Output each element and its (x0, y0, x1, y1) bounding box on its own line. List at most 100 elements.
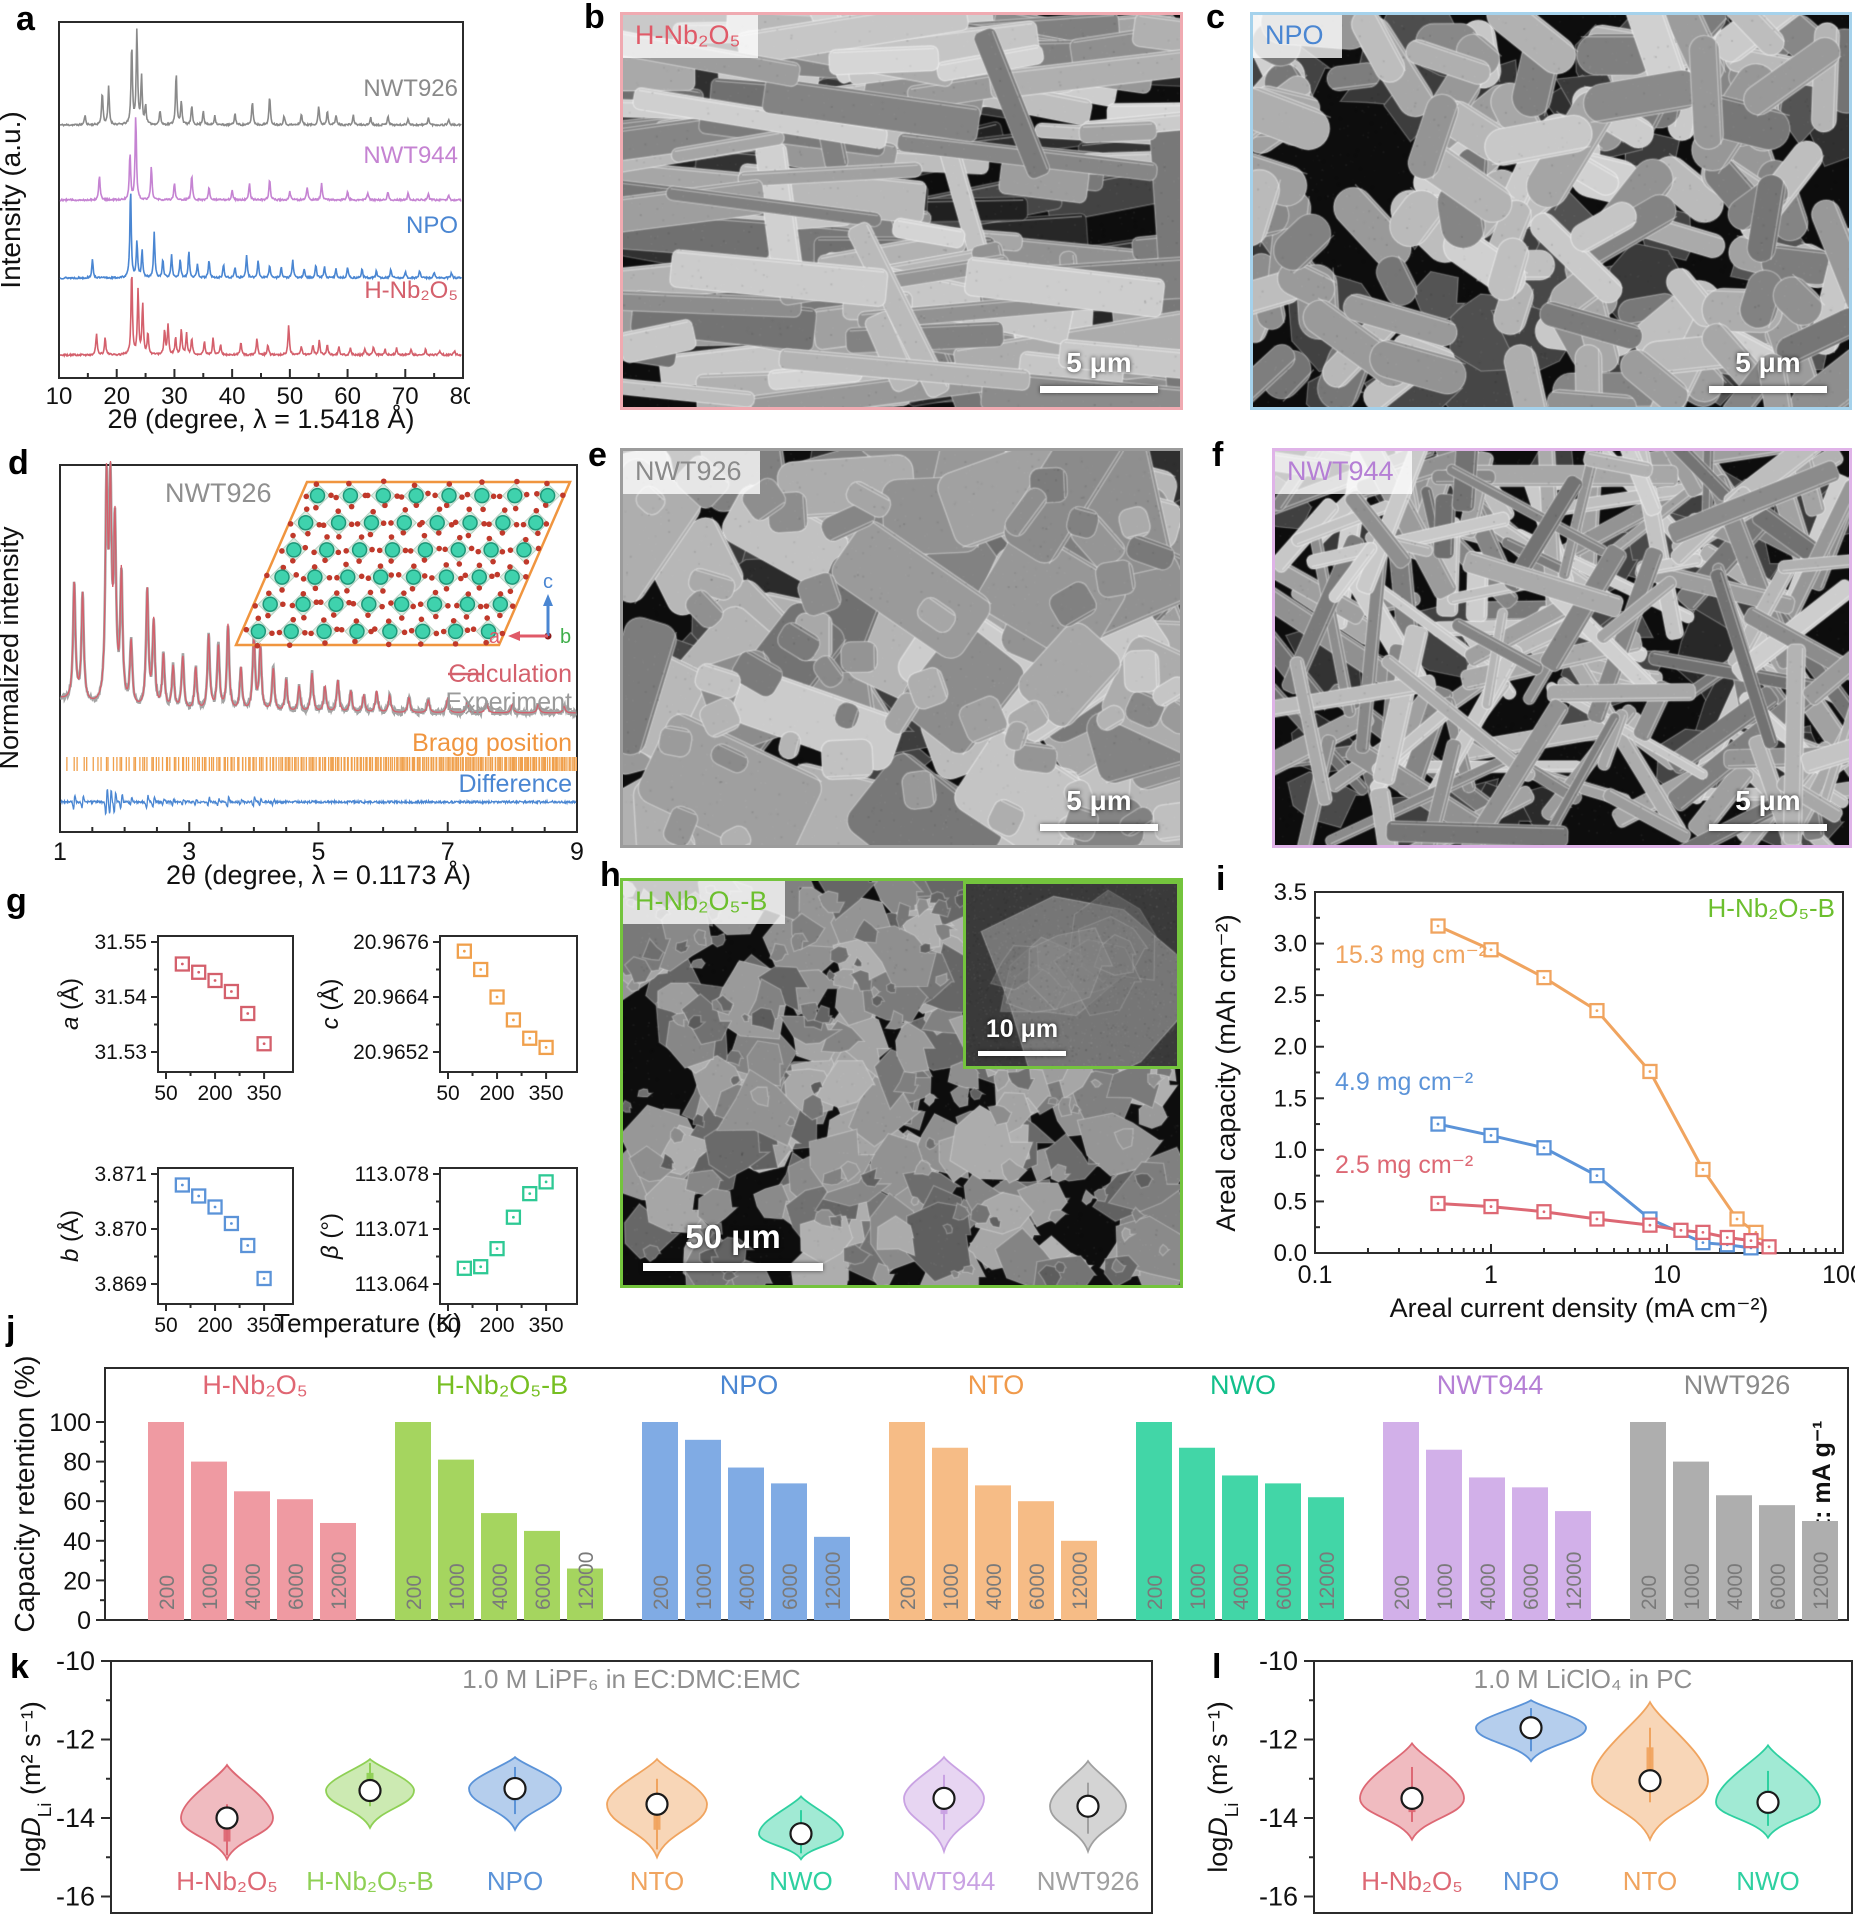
svg-text:350: 350 (529, 1082, 564, 1105)
svg-text:3.0: 3.0 (1274, 931, 1307, 958)
scale-bar-line (1709, 386, 1827, 393)
svg-text:12000: 12000 (1316, 1552, 1339, 1610)
sem-inset-micrograph (966, 884, 1177, 1066)
svg-text:NPO: NPO (1503, 1866, 1559, 1896)
svg-text:10: 10 (1653, 1261, 1681, 1289)
sem-sample-label: NWT926 (623, 451, 760, 494)
svg-text:2θ (degree, λ = 0.1173 Å): 2θ (degree, λ = 0.1173 Å) (166, 859, 471, 890)
svg-text:50: 50 (436, 1082, 459, 1105)
svg-text:1.5: 1.5 (1274, 1085, 1307, 1112)
svg-text:20: 20 (63, 1567, 91, 1595)
svg-text:-12: -12 (56, 1725, 95, 1755)
svg-text:12000: 12000 (822, 1552, 845, 1610)
xrd-patterns-chart: 10 20 30 40 50 60 70 80 2θ (degree, λ = 1.5418 Å… (0, 21, 470, 434)
scale-bar: 50 μm (643, 1218, 823, 1271)
sem-sample-label: NWT944 (1275, 451, 1412, 494)
scale-bar: 5 μm (1040, 785, 1158, 831)
sem-image-nwt944: NWT944 5 μm (1272, 448, 1852, 848)
sem-micrograph (623, 15, 1180, 407)
svg-text:40: 40 (63, 1528, 91, 1556)
svg-text:2θ (degree, λ = 1.5418 Å): 2θ (degree, λ = 1.5418 Å) (108, 403, 415, 434)
scale-bar-line (1040, 386, 1158, 393)
svg-text:30: 30 (161, 383, 188, 410)
svg-text:100: 100 (49, 1409, 91, 1437)
svg-text:NTO: NTO (630, 1866, 684, 1896)
inset-scale-bar: 10 μm (978, 1015, 1066, 1056)
svg-text:-14: -14 (56, 1803, 95, 1833)
svg-text:NWT944: NWT944 (1437, 1370, 1544, 1400)
sem-image-npo: NPO 5 μm (1250, 12, 1852, 410)
svg-text:NWO: NWO (1736, 1866, 1800, 1896)
svg-text:15.3 mg cm⁻²: 15.3 mg cm⁻² (1335, 941, 1487, 969)
svg-text:12000: 12000 (1069, 1552, 1092, 1610)
svg-text:200: 200 (1638, 1575, 1661, 1610)
svg-text:113.078: 113.078 (355, 1163, 429, 1186)
svg-text:Calculation: Calculation (448, 660, 572, 688)
scale-bar-line (1709, 824, 1827, 831)
svg-text:-10: -10 (1259, 1646, 1298, 1676)
svg-text:-14: -14 (1259, 1803, 1298, 1833)
svg-text:Capacity retention (%): Capacity retention (%) (9, 1355, 40, 1632)
svg-text:Normalized intensity: Normalized intensity (0, 526, 24, 770)
rietveld-refinement-chart: 1 3 5 7 9 2θ (degree, λ = 0.1173 Å) Normalized… (0, 461, 584, 890)
svg-text:40: 40 (219, 383, 246, 410)
svg-text:NTO: NTO (968, 1370, 1025, 1400)
svg-text:31.54: 31.54 (94, 986, 147, 1009)
svg-text:1.0 M LiPF₆ in EC:DMC:EMC: 1.0 M LiPF₆ in EC:DMC:EMC (462, 1664, 800, 1694)
svg-text:a: a (489, 626, 501, 648)
svg-text:31.53: 31.53 (94, 1041, 147, 1064)
scale-bar: 5 μm (1709, 347, 1827, 393)
panel-label-j: j (6, 1310, 16, 1348)
svg-text:6000: 6000 (1767, 1563, 1790, 1610)
sem-image-h-nb2o5: H-Nb₂O₅ 5 μm (620, 12, 1183, 410)
svg-text:H-Nb₂O₅: H-Nb₂O₅ (1361, 1866, 1462, 1896)
svg-text:3.5: 3.5 (1274, 879, 1307, 906)
svg-text:1000: 1000 (693, 1563, 716, 1610)
svg-text:50: 50 (154, 1314, 177, 1337)
svg-text:-16: -16 (56, 1882, 95, 1912)
svg-text:H-Nb₂O₅-B: H-Nb₂O₅-B (306, 1866, 433, 1896)
svg-text:200: 200 (198, 1314, 233, 1337)
panel-label-g: g (6, 882, 27, 920)
panel-label-l: l (1212, 1648, 1222, 1686)
svg-text:β (°): β (°) (317, 1213, 344, 1260)
svg-text:1000: 1000 (940, 1563, 963, 1610)
sem-micrograph (1253, 15, 1849, 407)
scale-bar-line (643, 1263, 823, 1271)
sem-sample-label: NPO (1253, 15, 1342, 58)
svg-text:3: 3 (182, 838, 196, 866)
svg-text:7: 7 (441, 838, 455, 866)
sem-image-nwt926: NWT926 5 μm (620, 448, 1183, 848)
svg-text:0: 0 (77, 1607, 91, 1635)
svg-text:0.5: 0.5 (1274, 1188, 1307, 1215)
svg-text:NWT926: NWT926 (1684, 1370, 1791, 1400)
svg-text:0.1: 0.1 (1298, 1261, 1333, 1289)
svg-text:20.9676: 20.9676 (353, 931, 429, 954)
svg-text:c: c (543, 571, 553, 593)
svg-text:200: 200 (198, 1082, 233, 1105)
svg-text:350: 350 (247, 1082, 282, 1105)
svg-text:4000: 4000 (1230, 1563, 1253, 1610)
svg-text:113.064: 113.064 (355, 1273, 430, 1296)
panel-label-d: d (8, 444, 29, 482)
svg-text:1000: 1000 (199, 1563, 222, 1610)
svg-text:×: × (464, 697, 477, 722)
scale-bar-text: 50 μm (685, 1218, 781, 1255)
svg-text:20.9652: 20.9652 (353, 1041, 429, 1064)
svg-text:logDLi (m² s⁻¹): logDLi (m² s⁻¹) (16, 1701, 56, 1872)
svg-text:200: 200 (480, 1082, 515, 1105)
svg-text:12000: 12000 (1563, 1552, 1586, 1610)
svg-text:200: 200 (480, 1314, 515, 1337)
svg-text:1: 1 (1484, 1261, 1498, 1289)
panel-label-f: f (1212, 436, 1224, 474)
svg-text:NWT944: NWT944 (893, 1866, 996, 1896)
svg-text:20.9664: 20.9664 (353, 986, 429, 1009)
sem-sample-label: H-Nb₂O₅-B (623, 881, 786, 924)
svg-text:200: 200 (1391, 1575, 1414, 1610)
diffusivity-violin-chart-lipf6: -10 -12 -14 -16 1.0 M LiPF₆ in EC:DMC:EMC log… (16, 1646, 1153, 1914)
panel-label-b: b (584, 0, 605, 36)
svg-text:6000: 6000 (779, 1563, 802, 1610)
sem-image-h-nb2o5-b: H-Nb₂O₅-B 50 μm 10 μm (620, 878, 1183, 1288)
svg-text:9: 9 (570, 838, 584, 866)
svg-text:1000: 1000 (1681, 1563, 1704, 1610)
